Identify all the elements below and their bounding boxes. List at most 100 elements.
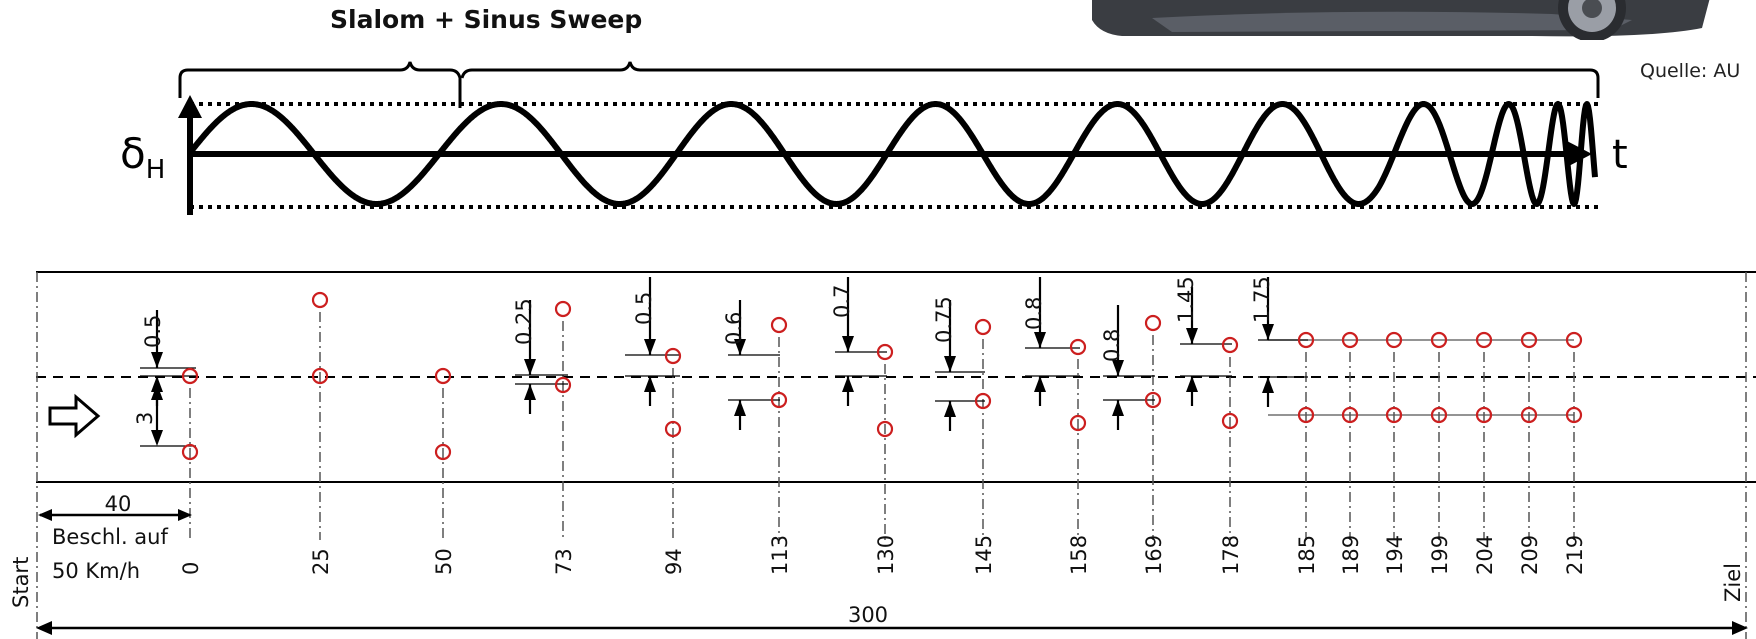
accel-text-line2: 50 Km/h [52, 559, 140, 583]
cone [1430, 331, 1448, 349]
accel-text-line1: Beschl. auf [52, 525, 168, 549]
cone [1520, 406, 1538, 424]
cone [1221, 412, 1239, 430]
offset-arrow [734, 339, 746, 355]
cone [181, 367, 199, 385]
cone [770, 391, 788, 409]
offset-arrow [1262, 324, 1274, 340]
cone [974, 318, 992, 336]
offset-marker: 0.6 [722, 300, 780, 430]
cone [1475, 406, 1493, 424]
offset-arrow [151, 430, 163, 446]
offset-marker-lateral: 3 [133, 384, 196, 447]
length-arrow-right [1732, 621, 1748, 635]
position-label: 169 [1142, 535, 1166, 575]
cone [434, 443, 452, 461]
position-label: 178 [1219, 535, 1243, 575]
signal-y-label: δH [120, 129, 165, 185]
cone [664, 347, 682, 365]
curly-brace-slalom [178, 61, 462, 108]
offset-arrow [1262, 377, 1274, 393]
offset-arrow [524, 384, 536, 400]
signal-y-symbol: δ [120, 129, 146, 178]
offset-marker: 0.75 [932, 296, 985, 431]
length-label: 300 [848, 603, 888, 627]
car-image [1092, 0, 1712, 40]
position-label: 219 [1563, 535, 1587, 575]
signal-y-axis-arrow [178, 95, 202, 118]
offset-arrow [644, 339, 656, 355]
cone [554, 300, 572, 318]
cone [876, 343, 894, 361]
accel-distance-arrow-right [178, 509, 192, 521]
offset-arrow [842, 336, 854, 352]
cone [1069, 414, 1087, 432]
offset-markers: 0.5 0.25 0.5 0.6 0.7 0.75 0.8 0.8 1.45 1.75 3 [133, 276, 1308, 447]
signal-x-label: t [1612, 132, 1628, 178]
cone [1341, 406, 1359, 424]
steering-sine-wave [187, 101, 1598, 207]
offset-label: 0.5 [141, 315, 165, 348]
cone [1297, 406, 1315, 424]
position-label: 0 [179, 562, 203, 575]
diagram-title: Slalom + Sinus Sweep [330, 5, 643, 34]
position-label: 194 [1383, 535, 1407, 575]
offset-arrow [734, 400, 746, 416]
position-label: 130 [874, 535, 898, 575]
cone [434, 367, 452, 385]
cone [554, 376, 572, 394]
start-label: Start [9, 557, 33, 608]
offset-arrow [524, 359, 536, 375]
offset-marker: 0.5 [140, 310, 196, 406]
offset-label: 0.8 [1100, 329, 1124, 362]
position-labels: 0 25 50 73 94 113 130 145 158 169 178 185 189 194 199 2… [179, 535, 1587, 575]
cone [974, 392, 992, 410]
cone [311, 291, 329, 309]
position-label: 113 [768, 535, 792, 575]
offset-marker: 0.25 [512, 298, 568, 414]
curly-brace-sweep [460, 61, 1600, 98]
position-label: 185 [1295, 535, 1319, 575]
position-label: 158 [1067, 535, 1091, 575]
cone [1565, 331, 1583, 349]
position-label: 204 [1473, 535, 1497, 575]
accel-distance-arrow-left [38, 509, 52, 521]
offset-arrow [1034, 332, 1046, 348]
direction-arrow [48, 393, 101, 439]
cone [1341, 331, 1359, 349]
position-label: 73 [552, 548, 576, 575]
length-arrow-left [36, 621, 52, 635]
offset-arrow [1034, 376, 1046, 392]
position-label: 209 [1518, 535, 1542, 575]
cone [1385, 331, 1403, 349]
offset-label: 3 [133, 412, 157, 425]
offset-label: 0.6 [722, 312, 746, 345]
offset-label: 0.5 [632, 292, 656, 325]
cone [1520, 331, 1538, 349]
cone [770, 316, 788, 334]
position-label: 145 [972, 535, 996, 575]
offset-arrow [944, 356, 956, 372]
cone [181, 443, 199, 461]
cone [1069, 338, 1087, 356]
offset-label: 1.45 [1174, 276, 1198, 323]
accel-distance-label: 40 [105, 492, 132, 516]
offset-arrow [151, 384, 163, 400]
cone [664, 420, 682, 438]
finish-label: Ziel [1721, 563, 1745, 602]
offset-label: 0.8 [1022, 297, 1046, 330]
offset-marker: 0.8 [1100, 305, 1155, 430]
offset-arrow [1112, 360, 1124, 376]
offset-marker: 0.5 [625, 277, 680, 406]
offset-label: 0.25 [512, 298, 536, 345]
cone [1144, 391, 1162, 409]
position-label: 94 [662, 548, 686, 575]
position-label: 199 [1428, 535, 1452, 575]
cone [1385, 406, 1403, 424]
offset-arrow [944, 401, 956, 417]
source-note: Quelle: AU [1640, 60, 1741, 82]
offset-arrow [842, 376, 854, 392]
signal-y-subscript: H [146, 155, 166, 185]
cone [1144, 314, 1162, 332]
offset-label: 0.7 [830, 285, 854, 318]
